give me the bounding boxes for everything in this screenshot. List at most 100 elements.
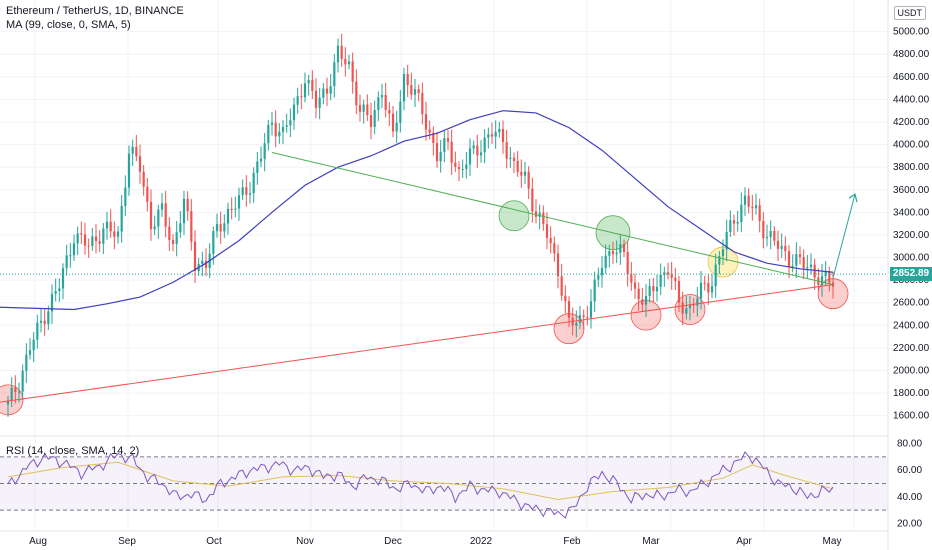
candle-body [164, 203, 167, 227]
candle-body [296, 96, 299, 105]
candle-body [124, 187, 127, 206]
candle-body [560, 276, 563, 296]
rsi-scale[interactable]: 20.00 40.00 60.00 80.00 [897, 439, 922, 530]
ma-indicator-legend[interactable]: MA (99, close, 0, SMA, 5) [6, 19, 131, 31]
currency-badge[interactable]: USDT [893, 6, 926, 20]
candle-body [681, 302, 684, 314]
candle-body [630, 274, 633, 283]
rsi-tick-label: 20.00 [897, 518, 922, 529]
candle-body [333, 62, 336, 87]
candle-body [589, 301, 593, 318]
rsi-indicator-legend[interactable]: RSI (14, close, SMA, 14, 2) [6, 445, 140, 457]
candle-body [355, 81, 358, 106]
candle-body [80, 233, 83, 235]
candle-body [751, 206, 754, 209]
candle-body [109, 221, 112, 232]
candle-body [142, 171, 145, 187]
candle-body [94, 236, 98, 242]
candle-body [696, 298, 699, 306]
candle-body [677, 281, 681, 303]
candle-body [241, 187, 244, 196]
price-tick-label: 2000.00 [893, 365, 930, 376]
time-scale[interactable]: Aug Sep Oct Nov Dec 2022 Feb Mar Apr May [29, 536, 841, 547]
candle-body [6, 400, 10, 405]
resistance-trendline [271, 152, 834, 286]
ma-line [0, 110, 834, 311]
last-price-badge: 2852.89 [890, 267, 932, 281]
candle-body [131, 146, 134, 154]
time-tick-label: Apr [736, 536, 752, 547]
candle-body [10, 387, 13, 401]
candle-body [564, 295, 567, 302]
candle-body [622, 244, 626, 252]
rsi-tick-label: 40.00 [897, 492, 922, 503]
candle-body [773, 230, 776, 241]
candle-body [703, 282, 706, 284]
time-tick-label: May [823, 536, 842, 547]
candle-body [406, 74, 409, 86]
candle-body [527, 171, 530, 189]
candle-body [25, 354, 28, 371]
price-tick-label: 3800.00 [893, 162, 930, 173]
candle-body [582, 315, 585, 318]
candle-body [399, 101, 402, 123]
candle-body [567, 301, 571, 318]
trendlines[interactable] [0, 152, 858, 403]
candle-body [292, 104, 296, 121]
candle-body [494, 132, 497, 137]
candle-body [674, 277, 677, 282]
candle-body [267, 124, 270, 144]
candle-body [116, 231, 120, 237]
candle-body [373, 110, 376, 127]
candle-body [586, 317, 589, 319]
candle-body [274, 122, 277, 137]
price-scale[interactable]: 1600.00 1800.00 2000.00 2200.00 2400.00 2600.… [893, 27, 930, 422]
candle-body [476, 145, 479, 156]
candle-body [21, 370, 24, 392]
candle-body [39, 320, 43, 323]
candle-body [754, 205, 758, 209]
price-tick-label: 2600.00 [893, 298, 930, 309]
rsi-tick-label: 60.00 [897, 465, 922, 476]
candle-body [395, 122, 398, 132]
candle-body [487, 134, 490, 138]
candle-body [237, 195, 241, 209]
candle-body [626, 251, 629, 275]
candle-body [762, 221, 765, 239]
candle-body [802, 257, 805, 269]
grid [0, 0, 888, 530]
candle-body [736, 221, 739, 224]
candle-body [707, 283, 710, 293]
candle-body [468, 148, 472, 165]
candle-body [43, 320, 46, 325]
price-tick-label: 4000.00 [893, 140, 930, 151]
candle-body [168, 226, 171, 241]
price-tick-label: 5000.00 [893, 27, 930, 38]
candle-body [688, 304, 692, 309]
candle-body [69, 255, 72, 257]
candle-body [637, 288, 640, 300]
candle-body [252, 173, 255, 194]
candle-body [219, 224, 222, 232]
candle-body [146, 186, 149, 202]
candle-body [421, 92, 424, 115]
candle-body [32, 339, 35, 351]
candle-body [472, 145, 475, 149]
time-tick-label: Oct [206, 536, 222, 547]
candle-body [725, 232, 728, 250]
candle-body [105, 221, 109, 229]
candle-body [806, 267, 809, 269]
candle-body [718, 256, 721, 265]
candle-body [740, 204, 743, 222]
candle-body [490, 134, 494, 137]
candle-body [358, 105, 362, 112]
candle-body [307, 80, 310, 84]
candle-body [245, 187, 248, 195]
candle-body [190, 211, 193, 242]
candle-body [65, 255, 68, 269]
candle-body [314, 90, 318, 108]
candle-body [692, 304, 695, 306]
candle-body [380, 95, 384, 98]
